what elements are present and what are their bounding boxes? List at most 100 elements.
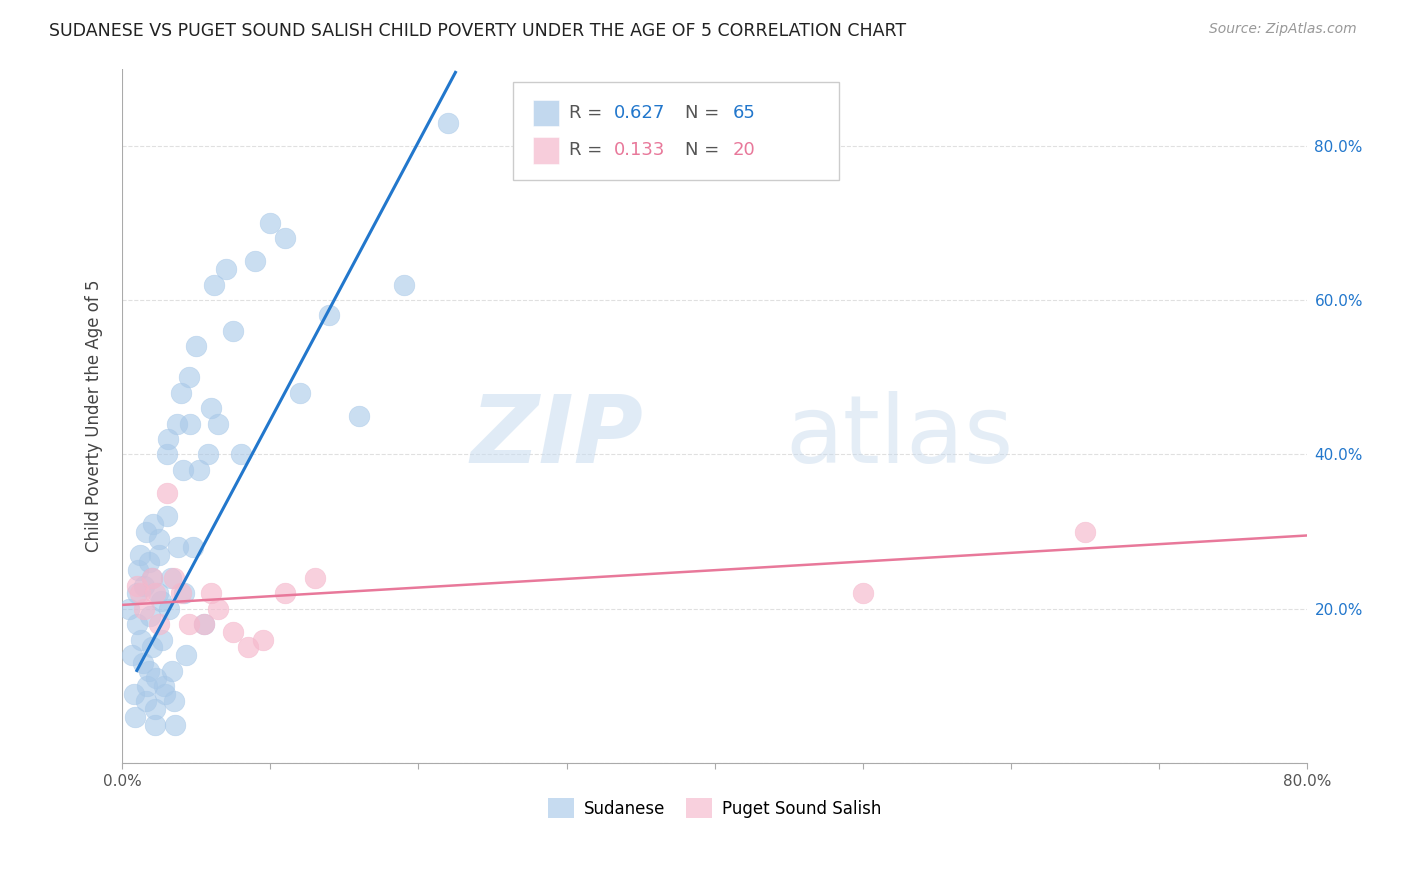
Point (174, 648, 197, 662)
Point (207, 601, 229, 615)
Point (145, 671, 167, 685)
Point (188, 463, 211, 477)
Point (124, 710, 146, 724)
Point (141, 571, 163, 585)
Point (135, 694, 157, 708)
Point (274, 231, 297, 245)
Point (121, 648, 143, 662)
Point (173, 586, 195, 600)
Point (163, 571, 186, 585)
FancyBboxPatch shape (513, 82, 839, 179)
Point (143, 702, 166, 716)
Point (155, 447, 177, 461)
Point (138, 556, 160, 570)
Point (159, 601, 181, 615)
Point (252, 632, 274, 647)
Point (1074, 524, 1097, 539)
Point (437, 115, 460, 129)
Point (118, 601, 141, 615)
Point (141, 640, 163, 655)
Point (177, 370, 200, 384)
Text: ZIP: ZIP (471, 391, 644, 483)
Point (222, 624, 245, 639)
Point (153, 687, 176, 701)
Text: N =: N = (685, 104, 725, 122)
Point (215, 262, 238, 277)
Text: 0.133: 0.133 (614, 142, 665, 160)
Point (132, 656, 155, 670)
Point (197, 447, 219, 461)
Point (200, 401, 222, 416)
Point (202, 277, 225, 292)
Point (125, 579, 148, 593)
Point (177, 617, 200, 632)
Legend: Sudanese, Puget Sound Salish: Sudanese, Puget Sound Salish (541, 792, 889, 824)
Point (166, 417, 188, 431)
Point (134, 579, 156, 593)
Point (148, 533, 170, 547)
Point (143, 717, 166, 731)
Point (148, 617, 170, 632)
Point (152, 679, 174, 693)
Point (150, 632, 173, 647)
Point (236, 640, 259, 655)
Point (200, 586, 222, 600)
Point (179, 417, 201, 431)
Point (149, 594, 172, 608)
Point (142, 516, 165, 531)
Point (229, 447, 252, 461)
Text: N =: N = (685, 142, 725, 160)
Text: R =: R = (569, 142, 607, 160)
Point (170, 385, 193, 400)
Point (193, 617, 215, 632)
Point (138, 664, 160, 678)
Point (167, 540, 190, 554)
Point (143, 586, 166, 600)
Point (131, 632, 153, 647)
Point (318, 309, 340, 323)
Point (134, 601, 156, 615)
Point (245, 254, 267, 268)
Point (125, 586, 148, 600)
Point (125, 617, 148, 632)
Point (148, 548, 170, 562)
Point (207, 417, 229, 431)
Point (347, 409, 370, 423)
Point (156, 432, 179, 446)
Point (288, 385, 311, 400)
Point (165, 717, 187, 731)
Text: 20: 20 (733, 142, 755, 160)
Point (160, 571, 183, 585)
Point (163, 694, 186, 708)
Text: 0.627: 0.627 (614, 104, 665, 122)
Point (139, 609, 162, 624)
Point (162, 664, 184, 678)
FancyBboxPatch shape (533, 100, 560, 126)
Point (136, 679, 159, 693)
Text: 65: 65 (733, 104, 755, 122)
Text: R =: R = (569, 104, 607, 122)
Text: Source: ZipAtlas.com: Source: ZipAtlas.com (1209, 22, 1357, 37)
Point (155, 509, 177, 524)
Point (392, 277, 415, 292)
Text: SUDANESE VS PUGET SOUND SALISH CHILD POVERTY UNDER THE AGE OF 5 CORRELATION CHAR: SUDANESE VS PUGET SOUND SALISH CHILD POV… (49, 22, 907, 40)
Point (852, 586, 875, 600)
Y-axis label: Child Poverty Under the Age of 5: Child Poverty Under the Age of 5 (86, 279, 103, 552)
Point (222, 324, 245, 338)
Point (127, 563, 149, 577)
Point (259, 216, 281, 230)
Point (172, 463, 194, 477)
Point (128, 586, 150, 600)
Point (141, 571, 163, 585)
Point (135, 524, 157, 539)
Point (274, 586, 297, 600)
Point (184, 339, 207, 353)
Point (170, 586, 193, 600)
Text: atlas: atlas (786, 391, 1014, 483)
Point (146, 586, 169, 600)
Point (128, 548, 150, 562)
Point (304, 571, 326, 585)
Point (122, 687, 145, 701)
Point (181, 540, 204, 554)
Point (155, 486, 177, 500)
